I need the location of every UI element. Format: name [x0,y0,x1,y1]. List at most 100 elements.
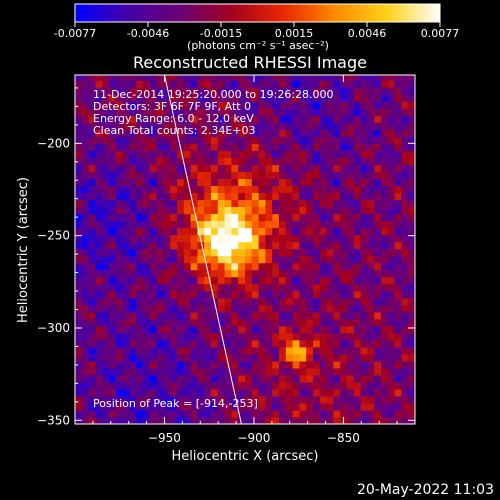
heatmap-pixel [251,416,260,424]
heatmap-pixel [245,339,253,348]
heatmap-pixel [265,290,273,299]
heatmap-pixel [177,346,185,355]
heatmap-pixel [251,108,260,116]
heatmap-pixel [231,157,239,165]
heatmap-pixel [190,353,198,362]
heatmap-pixel [326,339,334,348]
heatmap-pixel [190,374,198,383]
heatmap-pixel [170,220,178,229]
heatmap-pixel [190,241,198,250]
heatmap-pixel [272,178,280,187]
heatmap-pixel [258,381,266,390]
heatmap-pixel [238,381,246,390]
heatmap-pixel [306,339,314,348]
heatmap-pixel [136,262,144,271]
heatmap-pixel [190,108,198,116]
heatmap-pixel [204,395,212,404]
heatmap-pixel [285,353,294,362]
heatmap-pixel [102,290,110,299]
heatmap-pixel [170,171,178,180]
heatmap-pixel [109,381,117,390]
heatmap-pixel [81,213,90,222]
heatmap-pixel [238,283,246,292]
heatmap-pixel [367,185,375,194]
heatmap-pixel [149,206,158,215]
heatmap-pixel [285,122,294,130]
heatmap-pixel [292,269,300,278]
heatmap-pixel [333,129,341,137]
heatmap-pixel [102,241,110,250]
heatmap-pixel [367,388,375,397]
heatmap-pixel [313,276,321,285]
heatmap-pixel [231,332,239,341]
heatmap-pixel [81,199,90,208]
heatmap-pixel [415,228,422,236]
heatmap-pixel [88,304,96,313]
heatmap-pixel [75,304,83,313]
heatmap-pixel [217,241,226,250]
heatmap-pixel [272,150,280,158]
heatmap-pixel [75,276,83,285]
heatmap-pixel [292,388,300,397]
heatmap-pixel [279,75,287,81]
heatmap-pixel [238,192,246,201]
heatmap-pixel [353,416,362,424]
heatmap-pixel [136,332,144,341]
heatmap-pixel [347,332,355,341]
heatmap-pixel [183,80,192,88]
heatmap-pixel [387,339,396,348]
heatmap-pixel [313,318,321,327]
heatmap-pixel [197,276,205,285]
heatmap-pixel [81,416,90,424]
heatmap-pixel [81,262,90,271]
heatmap-pixel [109,416,117,424]
heatmap-pixel [313,101,321,109]
heatmap-pixel [156,178,164,187]
heatmap-pixel [122,75,130,81]
heatmap-pixel [88,185,96,194]
heatmap-pixel [292,374,300,383]
heatmap-pixel [163,360,171,369]
heatmap-pixel [319,276,328,285]
heatmap-pixel [306,101,314,109]
heatmap-pixel [95,304,103,313]
heatmap-pixel [251,227,260,236]
heatmap-pixel [367,150,375,158]
heatmap-pixel [374,220,382,229]
heatmap-pixel [231,388,239,397]
heatmap-pixel [177,248,185,257]
heatmap-pixel [183,381,192,390]
heatmap-pixel [292,115,300,123]
heatmap-pixel [217,353,226,362]
heatmap-pixel [231,136,239,144]
heatmap-pixel [75,178,83,187]
heatmap-pixel [224,213,232,222]
heatmap-pixel [129,409,137,418]
heatmap-pixel [415,101,422,109]
heatmap-pixel [122,388,130,397]
heatmap-pixel [313,87,321,95]
heatmap-pixel [408,395,415,404]
heatmap-pixel [401,332,409,341]
heatmap-pixel [408,339,415,348]
heatmap-pixel [81,150,90,158]
heatmap-pixel [163,80,171,88]
heatmap-pixel [333,416,341,424]
heatmap-pixel [81,227,90,236]
heatmap-pixel [217,304,226,313]
heatmap-pixel [245,374,253,383]
heatmap-pixel [95,311,103,320]
heatmap-pixel [217,360,226,369]
heatmap-pixel [347,80,355,88]
heatmap-pixel [238,262,246,271]
heatmap-pixel [272,325,280,334]
heatmap-pixel [265,75,273,81]
heatmap-pixel [88,122,96,130]
heatmap-pixel [156,304,164,313]
heatmap-pixel [163,101,171,109]
heatmap-pixel [143,178,151,187]
heatmap-pixel [245,332,253,341]
heatmap-pixel [204,143,212,151]
heatmap-pixel [306,94,314,102]
heatmap-pixel [115,241,124,250]
